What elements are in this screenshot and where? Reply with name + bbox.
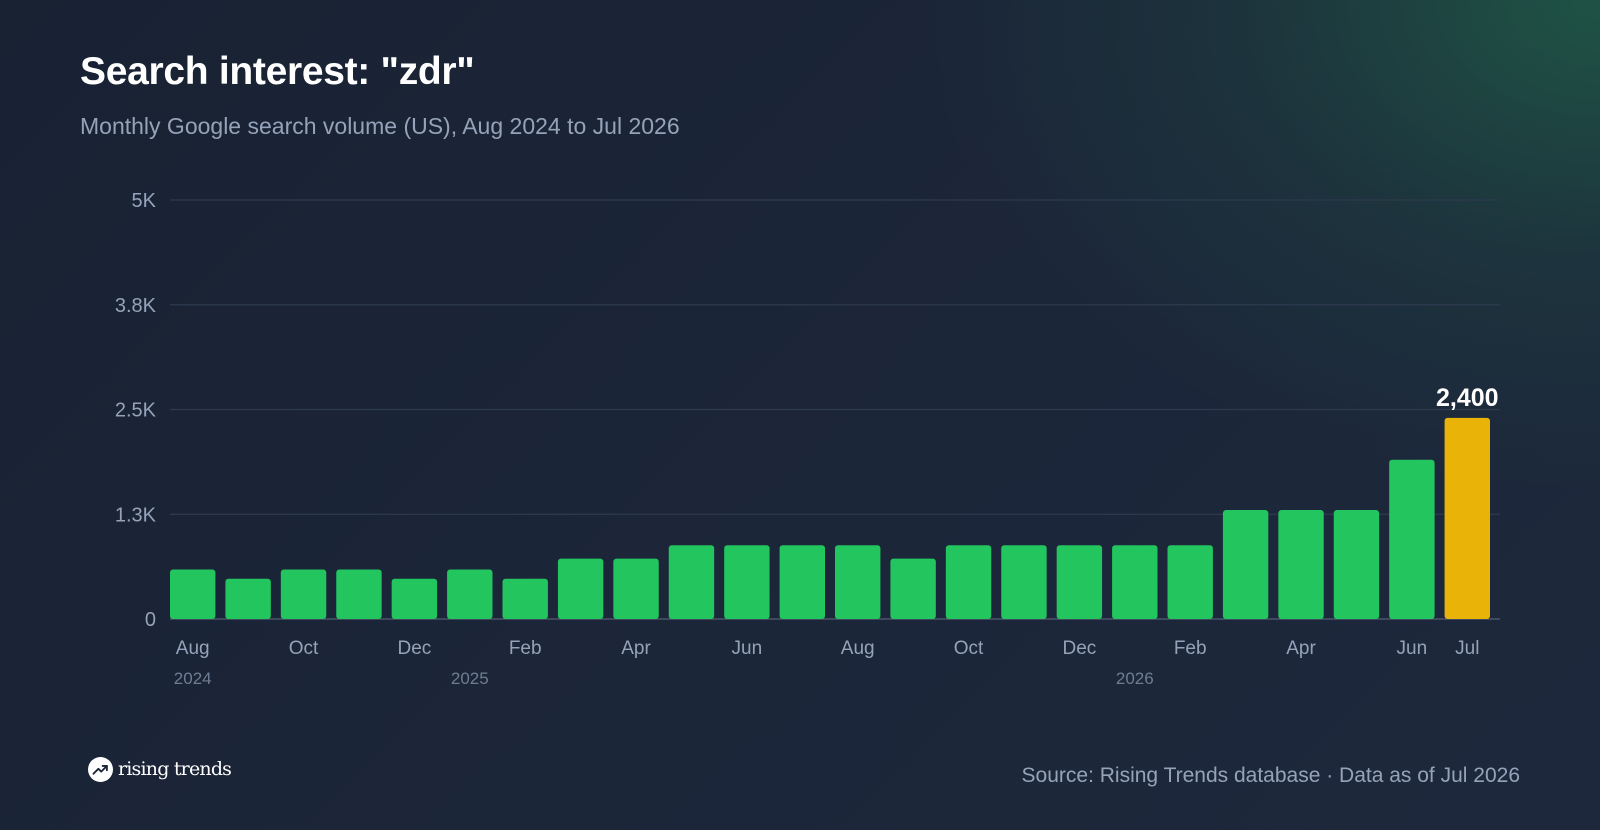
highlight-bar xyxy=(1444,417,1490,619)
brand-name: rising trends xyxy=(118,758,232,780)
data-label: 2,400 xyxy=(1436,384,1499,412)
bar xyxy=(945,545,992,619)
bar xyxy=(336,569,382,619)
x-tick-label: Aug xyxy=(176,638,210,659)
bar xyxy=(502,578,548,619)
bar xyxy=(1333,510,1380,619)
bar xyxy=(1056,545,1103,619)
x-tick-label: Oct xyxy=(289,638,319,659)
bar xyxy=(1167,545,1213,619)
x-year-label: 2025 xyxy=(451,669,489,688)
x-tick-label: Aug xyxy=(841,638,875,659)
y-tick-label: 0 xyxy=(145,609,156,631)
x-tick-label: Feb xyxy=(1174,638,1207,659)
brand-logo-group: rising trends xyxy=(88,756,232,782)
bar xyxy=(1001,545,1047,619)
chart-title: Search interest: "zdr" xyxy=(80,50,475,93)
bar xyxy=(1112,545,1158,619)
bar xyxy=(391,578,438,619)
bar xyxy=(890,558,936,619)
bar xyxy=(170,569,216,619)
chart-subtitle: Monthly Google search volume (US), Aug 2… xyxy=(80,113,680,139)
bar xyxy=(447,569,493,619)
y-tick-label: 2.5K xyxy=(115,400,157,422)
x-tick-label: Feb xyxy=(509,638,542,659)
bar xyxy=(668,545,715,619)
bar xyxy=(557,558,604,619)
bar-chart: 0 1.3K 2.5K 3.8K 5K 2,400 Aug Oct Dec Feb Apr Jun Au… xyxy=(115,190,1500,688)
bar xyxy=(1278,510,1324,619)
x-tick-label: Dec xyxy=(1062,638,1096,659)
bar xyxy=(724,545,770,619)
bar xyxy=(225,578,271,619)
x-tick-label: Jun xyxy=(1397,638,1428,659)
x-tick-label: Dec xyxy=(397,638,431,659)
bar xyxy=(613,558,659,619)
y-tick-label: 5K xyxy=(132,190,157,212)
bar xyxy=(835,545,881,619)
y-tick-label: 3.8K xyxy=(115,295,157,317)
bar xyxy=(779,545,825,619)
trending-up-icon xyxy=(88,756,113,782)
x-tick-label: Apr xyxy=(621,638,651,659)
x-tick-label: Jun xyxy=(732,638,763,659)
x-year-label: 2026 xyxy=(1116,669,1154,688)
x-year-label: 2024 xyxy=(174,669,212,688)
x-tick-label: Oct xyxy=(954,638,984,659)
bar xyxy=(1389,459,1435,619)
x-tick-label: Jul xyxy=(1455,638,1479,659)
bar xyxy=(280,569,327,619)
bar xyxy=(1222,510,1269,619)
y-tick-label: 1.3K xyxy=(115,504,157,526)
x-tick-label: Apr xyxy=(1286,638,1316,659)
source-note: Source: Rising Trends database · Data as… xyxy=(1021,764,1520,787)
